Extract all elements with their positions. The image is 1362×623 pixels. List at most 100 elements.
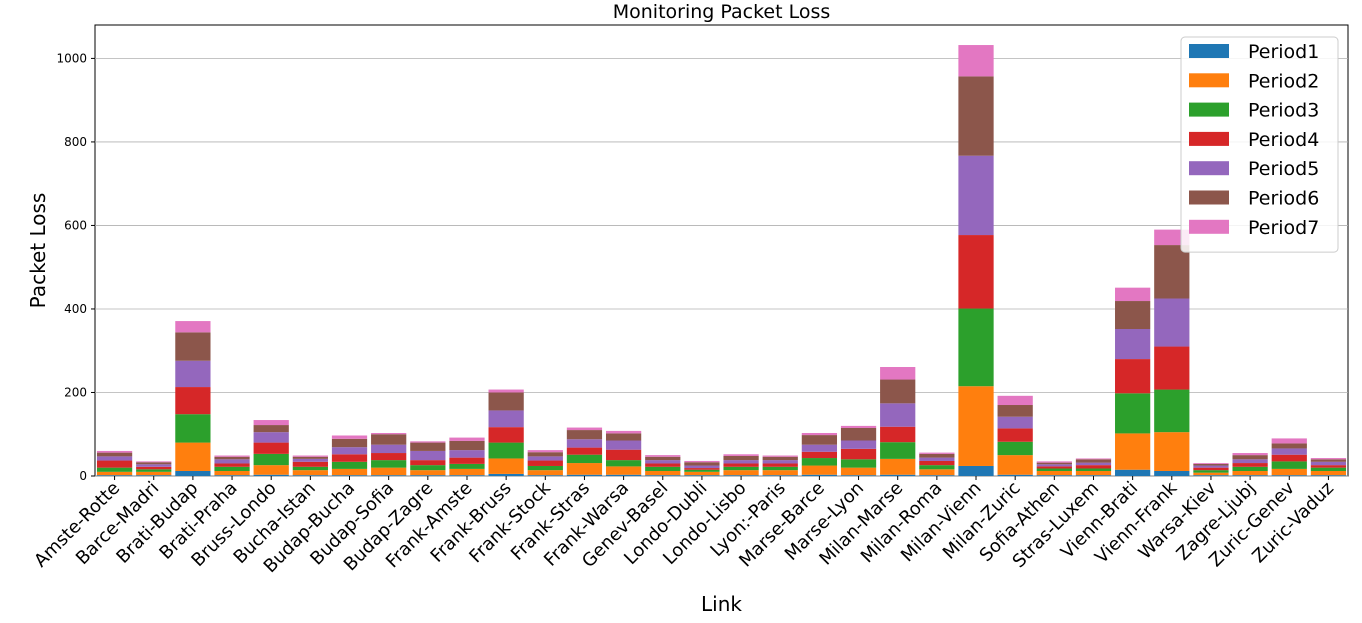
bar-segment-period5 bbox=[214, 459, 250, 464]
bar-segment-period2 bbox=[645, 470, 681, 476]
bar-segment-period3 bbox=[762, 466, 798, 471]
bar-segment-period7 bbox=[214, 455, 250, 457]
bar-segment-period4 bbox=[410, 460, 446, 466]
bar-segment-period3 bbox=[880, 442, 916, 459]
bar-segment-period1 bbox=[1036, 475, 1072, 476]
bar-segment-period2 bbox=[1310, 470, 1347, 476]
bar-segment-period1 bbox=[645, 475, 681, 476]
bar-segment-period1 bbox=[136, 475, 172, 476]
bar-segment-period5 bbox=[566, 439, 603, 448]
bar-segment-period4 bbox=[214, 463, 250, 467]
bar-segment-period6 bbox=[840, 427, 877, 441]
bar-segment-period4 bbox=[488, 427, 524, 443]
bar-segment-period6 bbox=[96, 452, 133, 457]
bar-segment-period5 bbox=[449, 450, 485, 458]
legend-label: Period5 bbox=[1248, 158, 1319, 180]
bar-segment-period2 bbox=[880, 458, 916, 475]
bar-segment-period5 bbox=[1193, 465, 1229, 468]
bar-segment-period1 bbox=[1232, 475, 1268, 476]
legend-swatch bbox=[1189, 219, 1229, 234]
bar-segment-period5 bbox=[997, 416, 1033, 429]
bar-segment-period7 bbox=[449, 437, 485, 441]
bar-segment-period2 bbox=[1271, 468, 1307, 476]
x-axis-label: Link bbox=[701, 592, 742, 616]
bar-segment-period2 bbox=[331, 468, 368, 476]
bar-segment-period5 bbox=[1232, 459, 1268, 464]
bar-segment-period4 bbox=[1036, 466, 1072, 469]
bar-segment-period4 bbox=[1115, 359, 1151, 394]
bar-segment-period6 bbox=[136, 462, 172, 465]
bar-segment-period4 bbox=[801, 451, 838, 459]
bar-segment-period7 bbox=[840, 425, 877, 428]
bar-segment-period4 bbox=[605, 449, 642, 461]
bar-segment-period6 bbox=[1154, 245, 1190, 299]
bar-segment-period3 bbox=[292, 466, 328, 471]
bar-segment-period1 bbox=[762, 475, 798, 476]
y-tick-label: 1000 bbox=[56, 51, 87, 65]
bar-segment-period2 bbox=[527, 470, 563, 476]
legend-swatch bbox=[1189, 102, 1229, 117]
bar-segment-period7 bbox=[331, 435, 368, 439]
bar-segment-period5 bbox=[410, 450, 446, 461]
bar-segment-period1 bbox=[175, 470, 211, 476]
bar-segment-period3 bbox=[410, 465, 446, 471]
legend-label: Period4 bbox=[1248, 129, 1319, 151]
bar-segment-period4 bbox=[527, 460, 563, 466]
bar-segment-period5 bbox=[958, 155, 994, 236]
bar-segment-period5 bbox=[488, 410, 524, 428]
bar-segment-period5 bbox=[1075, 462, 1112, 466]
bar-segment-period4 bbox=[1193, 467, 1229, 471]
bar-segment-period4 bbox=[253, 442, 289, 454]
bar-segment-period6 bbox=[1115, 301, 1151, 330]
legend-swatch bbox=[1189, 73, 1229, 88]
bar-segment-period5 bbox=[371, 444, 407, 454]
bar-segment-period1 bbox=[96, 475, 133, 476]
bar-segment-period5 bbox=[645, 460, 681, 464]
bar-segment-period4 bbox=[1310, 465, 1347, 468]
bar-segment-period6 bbox=[1232, 455, 1268, 460]
bar-segment-period3 bbox=[1075, 468, 1112, 471]
bar-segment-period7 bbox=[1193, 463, 1229, 464]
bar-segment-period1 bbox=[566, 474, 603, 476]
bar-segment-period1 bbox=[997, 474, 1033, 476]
bar-segment-period6 bbox=[1075, 459, 1112, 463]
bar-segment-period6 bbox=[605, 433, 642, 441]
bar-segment-period1 bbox=[527, 475, 563, 476]
bar-segment-period7 bbox=[684, 460, 720, 463]
bar-segment-period4 bbox=[1271, 454, 1307, 462]
bar-segment-period6 bbox=[410, 442, 446, 451]
bar-segment-period7 bbox=[1115, 287, 1151, 302]
bar-segment-period1 bbox=[801, 474, 838, 476]
bar-segment-period5 bbox=[136, 464, 172, 467]
bar-segment-period3 bbox=[1193, 470, 1229, 473]
bar-segment-period7 bbox=[175, 321, 211, 333]
bar-segment-period3 bbox=[371, 460, 407, 468]
bar-segment-period3 bbox=[958, 308, 994, 387]
bar-segment-period5 bbox=[1036, 464, 1072, 467]
bar-segment-period1 bbox=[488, 473, 524, 476]
y-tick-label: 800 bbox=[64, 135, 87, 149]
bar-segment-period1 bbox=[1193, 475, 1229, 476]
bar-segment-period7 bbox=[880, 367, 916, 380]
bar-segment-period5 bbox=[331, 447, 368, 455]
bar-segment-period7 bbox=[1075, 458, 1112, 460]
bar-segment-period7 bbox=[566, 427, 603, 431]
bar-segment-period4 bbox=[762, 463, 798, 467]
bar-segment-period2 bbox=[1232, 470, 1268, 476]
bar-segment-period4 bbox=[997, 428, 1033, 442]
bar-segment-period6 bbox=[488, 392, 524, 411]
bar-segment-period3 bbox=[997, 441, 1033, 456]
bar-segment-period5 bbox=[723, 460, 759, 464]
legend-swatch bbox=[1189, 190, 1229, 205]
bar-segment-period1 bbox=[840, 475, 877, 476]
bar-segment-period6 bbox=[801, 435, 838, 445]
legend-label: Period6 bbox=[1248, 188, 1319, 210]
bar-segment-period2 bbox=[1115, 433, 1151, 470]
bar-segment-period1 bbox=[449, 475, 485, 476]
bar-segment-period6 bbox=[645, 456, 681, 461]
bar-segment-period2 bbox=[723, 470, 759, 476]
bar-segment-period6 bbox=[331, 438, 368, 448]
bar-segment-period1 bbox=[253, 474, 289, 476]
bar-segment-period4 bbox=[684, 468, 720, 470]
